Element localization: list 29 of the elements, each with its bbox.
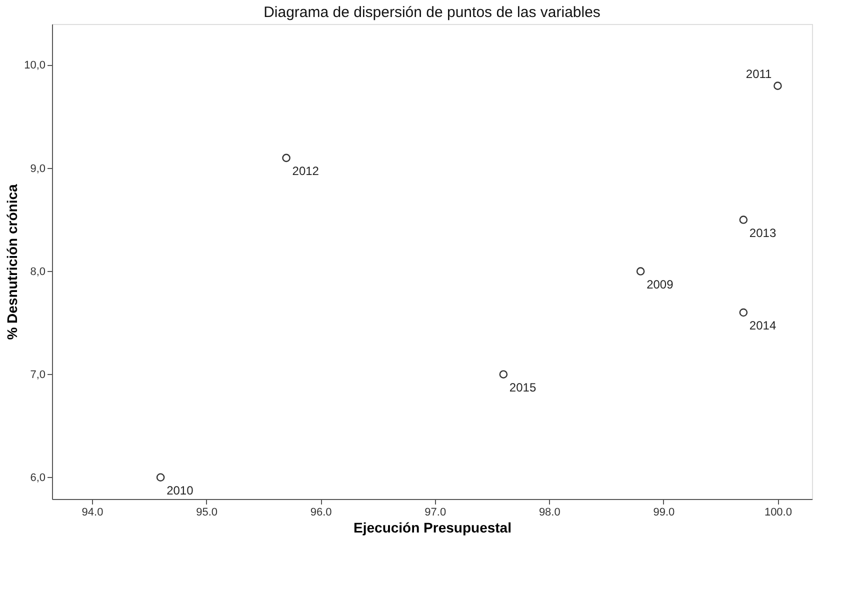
x-tick-label: 97.0 [424,506,446,518]
point [282,154,290,162]
x-tick-label: 98.0 [538,506,560,518]
y-tick-label: 7,0 [30,368,46,381]
annotation: 2013 [749,226,776,240]
annotation: 2012 [292,164,320,178]
y-tick-label: 10,0 [24,60,46,72]
point [739,308,748,317]
x-tick-label: 96.0 [310,506,332,518]
annotation: 2010 [166,483,194,498]
annotation: 2014 [749,318,776,333]
point [156,473,165,482]
point [636,267,645,276]
x-axis-title: Ejecución Presupuestal [354,520,512,536]
point [739,216,748,224]
chart-title: Diagrama de dispersión de puntos de las variables [264,4,600,21]
x-tick-label: 95.0 [196,506,218,518]
y-tick-label: 6,0 [30,472,46,484]
annotation: 2015 [509,380,536,394]
point [774,82,782,90]
y-tick-label: 9,0 [30,162,46,175]
x-tick-label: 100.0 [764,506,792,518]
point [499,370,508,378]
x-tick-label: 99.0 [653,506,675,518]
annotation: 2011 [746,66,772,81]
annotation: 2009 [646,277,674,292]
x-tick-label: 94.0 [82,506,104,518]
y-tick-label: 8,0 [30,266,46,278]
y-axis-title: % Desnutrición crónica [4,184,20,340]
